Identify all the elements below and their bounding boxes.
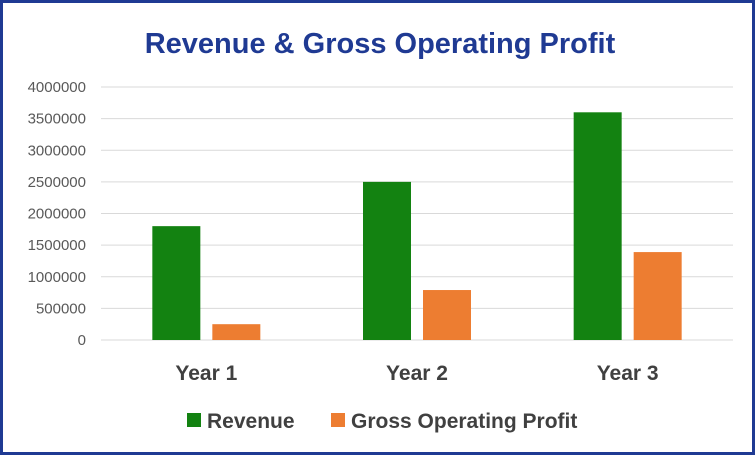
bar-gross-operating-profit — [212, 324, 261, 340]
bar-chart: Revenue & Gross Operating Profit 0 500000… — [28, 28, 733, 433]
legend-label: Gross Operating Profit — [351, 410, 577, 433]
legend-swatch — [331, 413, 345, 427]
y-tick-label: 1500000 — [28, 237, 86, 254]
legend: Revenue Gross Operating Profit — [187, 410, 577, 433]
x-axis-tick-labels: Year 1 Year 2 Year 3 — [175, 362, 658, 385]
legend-swatch — [187, 413, 201, 427]
chart-title: Revenue & Gross Operating Profit — [145, 28, 616, 60]
legend-label: Revenue — [207, 410, 295, 433]
x-tick-label: Year 2 — [386, 362, 448, 385]
gridlines — [101, 86, 733, 341]
bar-revenue — [363, 181, 411, 340]
bar-gross-operating-profit — [423, 290, 471, 340]
x-tick-label: Year 3 — [597, 362, 659, 385]
y-axis-tick-labels: 0 500000 1000000 1500000 2000000 2500000 30000… — [28, 79, 86, 349]
bar-revenue — [573, 112, 622, 340]
y-tick-label: 4000000 — [28, 79, 86, 96]
bar-revenue — [152, 226, 201, 340]
y-tick-label: 500000 — [36, 300, 86, 317]
y-tick-label: 2000000 — [28, 206, 86, 223]
y-tick-label: 1000000 — [28, 269, 86, 286]
y-tick-label: 3500000 — [28, 111, 86, 128]
bar-gross-operating-profit — [633, 252, 682, 340]
bars — [152, 112, 682, 340]
y-tick-label: 3000000 — [28, 142, 86, 159]
y-tick-label: 0 — [78, 332, 86, 349]
y-tick-label: 2500000 — [28, 174, 86, 191]
x-tick-label: Year 1 — [175, 362, 237, 385]
